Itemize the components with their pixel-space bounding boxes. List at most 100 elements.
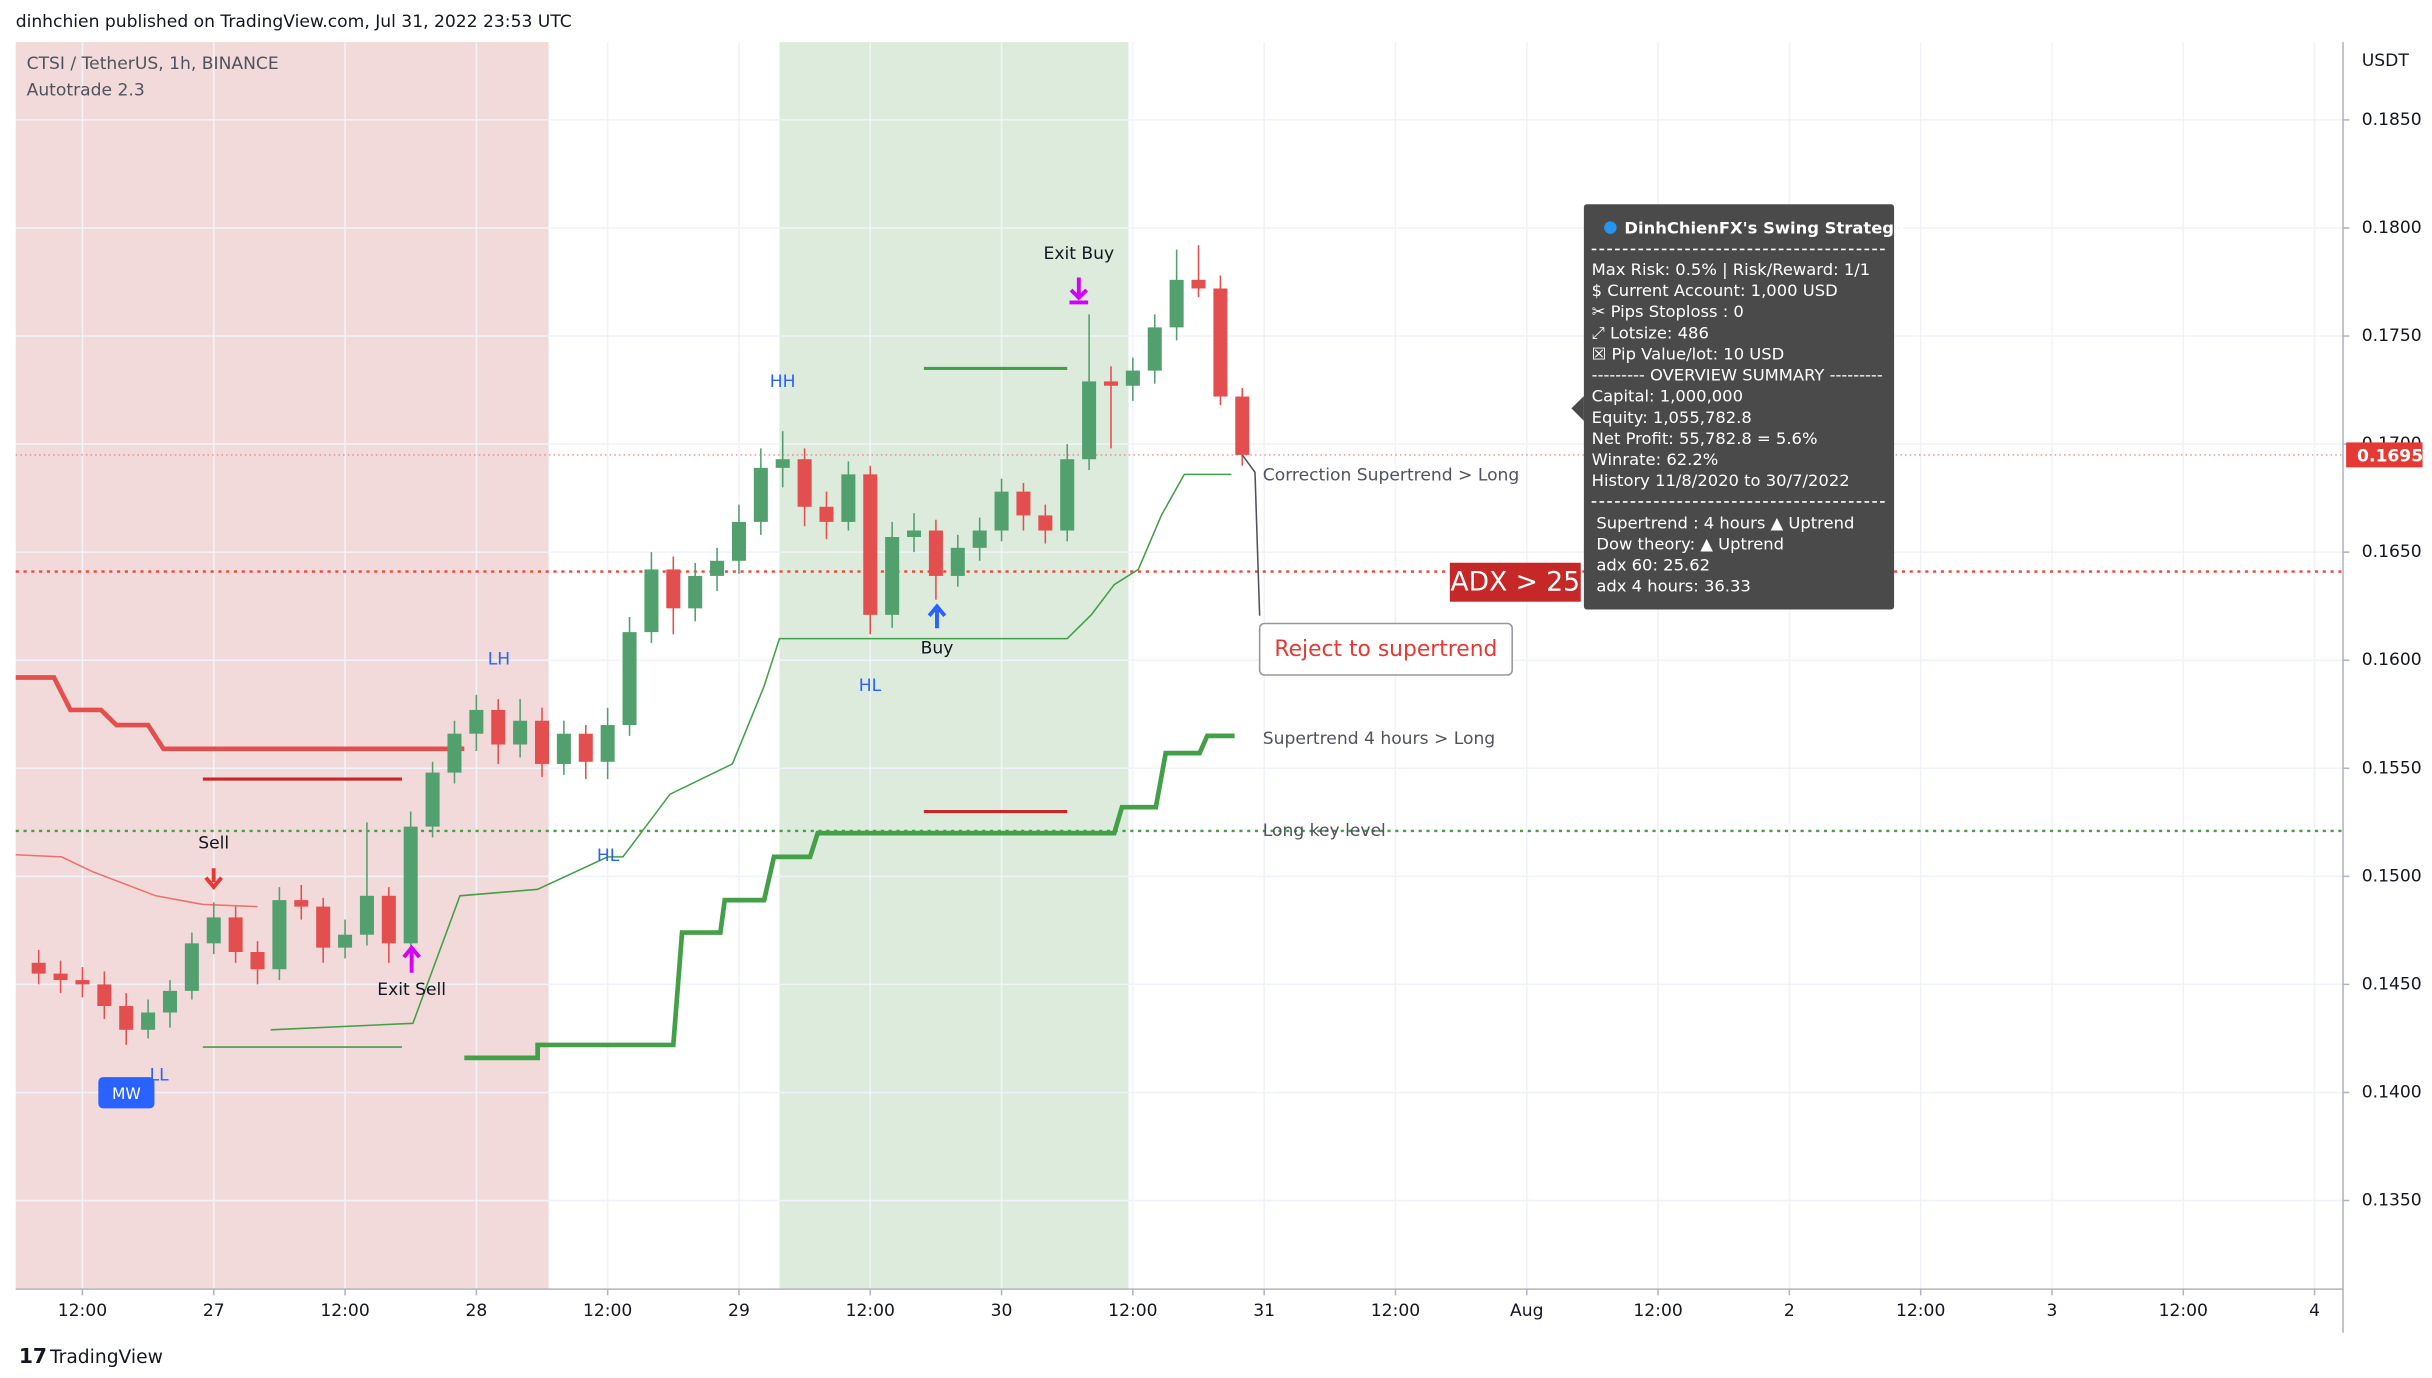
x-tick-label: 28 — [465, 1301, 487, 1321]
y-tick-label: 0.1500 — [2362, 866, 2422, 886]
candle-body — [513, 720, 528, 745]
annotation: Supertrend 4 hours > Long — [1263, 729, 1495, 749]
candle-body — [819, 506, 834, 522]
y-tick-label: 0.1400 — [2362, 1082, 2422, 1102]
annotation-connector — [1241, 454, 1261, 616]
candle-body — [863, 474, 878, 615]
supertrend-line — [270, 473, 1232, 1031]
x-tick-label: 12:00 — [1633, 1301, 1682, 1321]
x-tick-label: Aug — [1510, 1301, 1543, 1321]
candle-body — [141, 1012, 156, 1030]
annotation: Correction Supertrend > Long — [1263, 465, 1520, 485]
candle-body — [972, 530, 987, 548]
last-price-label: 0.1695 — [2357, 446, 2423, 466]
candle-body — [556, 733, 571, 764]
signal-label: Exit Sell — [377, 980, 446, 1000]
candle-body — [491, 709, 506, 745]
published: dinhchien published on TradingView.com, … — [16, 12, 572, 32]
candle-body — [447, 733, 462, 773]
panel-title: DinhChienFX's Swing Strategy — [1624, 219, 1905, 238]
signal-label: Sell — [198, 833, 229, 853]
candle-body — [775, 459, 790, 468]
info-panel: DinhChienFX's Swing Strategy Max Risk: 0… — [1571, 204, 1905, 610]
buy-arrow — [927, 603, 947, 629]
y-tick-label: 0.1550 — [2362, 758, 2422, 778]
panel-line: $ Current Account: 1,000 USD — [1592, 281, 1838, 300]
currency: USDT — [2362, 51, 2410, 71]
panel-line: adx 60: 25.62 — [1596, 555, 1710, 574]
supertrend-line — [15, 675, 465, 752]
candle-body — [797, 459, 812, 507]
annotation: Long key level — [1263, 821, 1386, 841]
brand-logo: 17 — [19, 1344, 47, 1368]
supertrend-line — [464, 733, 1235, 1061]
candle-body — [1038, 515, 1053, 531]
candle-body — [622, 632, 637, 726]
panel-line: Capital: 1,000,000 — [1592, 387, 1743, 406]
candle-body — [294, 900, 309, 907]
x-tick-label: 12:00 — [846, 1301, 895, 1321]
zone — [15, 42, 549, 1290]
y-tick-label: 0.1850 — [2362, 110, 2422, 130]
exit-sell-arrow — [402, 944, 421, 973]
candle-body — [1060, 459, 1075, 531]
candle-body — [731, 521, 746, 561]
candle-body — [688, 575, 703, 609]
candle-body — [1147, 327, 1162, 371]
zone — [779, 42, 1129, 1290]
panel-icon — [1604, 221, 1617, 234]
symbol: CTSI / TetherUS, 1h, BINANCE — [27, 54, 279, 74]
candle-body — [338, 934, 353, 948]
brand: TradingView — [49, 1347, 163, 1368]
swing-label: HL — [859, 676, 882, 696]
candle-body — [119, 1006, 134, 1030]
candle-body — [1082, 381, 1097, 460]
x-tick-label: 3 — [2047, 1301, 2058, 1321]
x-tick-label: 12:00 — [1371, 1301, 1420, 1321]
exit-buy-arrow — [1069, 277, 1089, 305]
x-tick-label: 12:00 — [583, 1301, 632, 1321]
x-tick-label: 27 — [203, 1301, 225, 1321]
sell-arrow — [204, 868, 223, 891]
candle-body — [316, 906, 331, 948]
mw-label: MW — [112, 1085, 141, 1103]
candle-body — [381, 895, 396, 944]
candle-body — [885, 537, 900, 615]
candle-body — [1191, 279, 1206, 289]
candle-body — [228, 917, 243, 952]
y-tick-label: 0.1600 — [2362, 650, 2422, 670]
candle-body — [1235, 396, 1250, 455]
panel-line: Winrate: 62.2% — [1592, 450, 1719, 469]
candle-body — [359, 895, 374, 935]
panel-line: ✂ Pips Stoploss : 0 — [1592, 302, 1744, 321]
y-tick-label: 0.1750 — [2362, 326, 2422, 346]
annotation-box — [1258, 622, 1513, 676]
signal-label: Exit Buy — [1044, 244, 1115, 264]
x-tick-label: 30 — [991, 1301, 1013, 1321]
candle-body — [600, 725, 615, 762]
swing-label: LL — [150, 1066, 170, 1086]
panel-line: Equity: 1,055,782.8 — [1592, 408, 1752, 427]
candle-body — [907, 530, 922, 538]
panel-box — [1583, 204, 1895, 610]
panel-line: Supertrend : 4 hours ▲ Uptrend — [1596, 513, 1854, 532]
supertrend-line — [15, 853, 258, 908]
candle-body — [272, 900, 287, 970]
adx-box — [1449, 562, 1581, 602]
swing-label: HL — [597, 846, 620, 866]
candle-body — [162, 990, 178, 1013]
x-tick-label: 12:00 — [58, 1301, 107, 1321]
annotation: Reject to supertrend — [1274, 637, 1497, 662]
panel-line: --------- OVERVIEW SUMMARY --------- — [1592, 366, 1883, 385]
y-tick-label: 0.1450 — [2362, 974, 2422, 994]
panel-line: adx 4 hours: 36.33 — [1596, 576, 1750, 595]
x-tick-label: 29 — [728, 1301, 750, 1321]
candle-body — [534, 720, 550, 764]
candle-body — [666, 569, 681, 609]
indicator: Autotrade 2.3 — [27, 80, 145, 100]
panel-pointer — [1571, 395, 1584, 421]
candle-body — [53, 973, 68, 981]
candle-body — [994, 491, 1009, 531]
